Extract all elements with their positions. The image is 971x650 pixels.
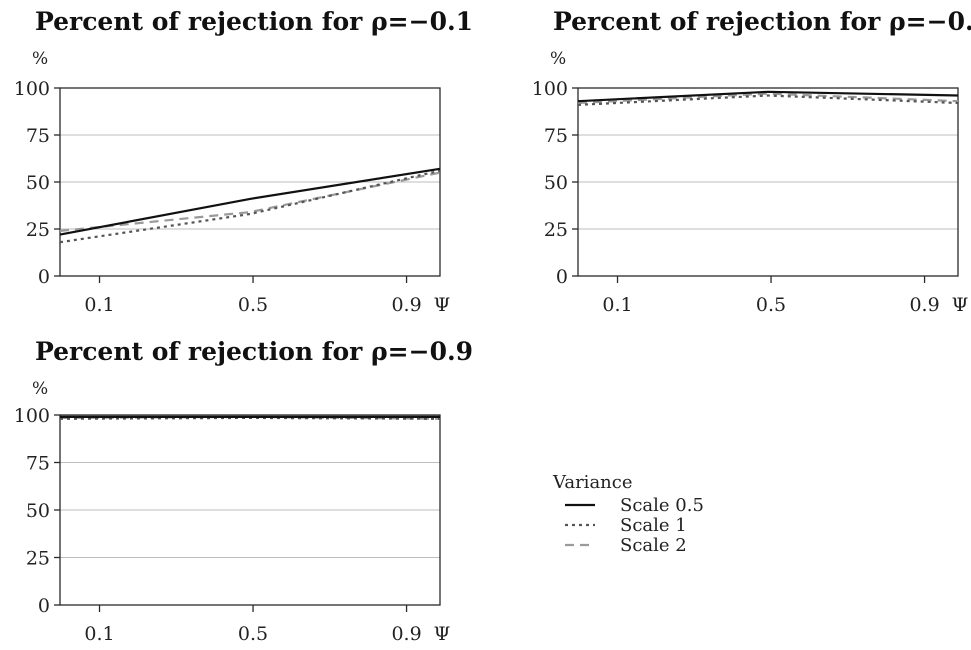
x-tick-label: 0.1 (84, 294, 114, 316)
x-tick-label: 0.9 (391, 623, 421, 645)
series-line-scale-1 (59, 416, 441, 420)
x-tick-label: 0.5 (238, 623, 268, 645)
y-tick-label: 0 (38, 266, 50, 288)
chart-title: Percent of rejection for ρ=−0.5 (553, 7, 971, 36)
y-tick-label: 75 (544, 125, 568, 147)
y-tick-label: 100 (14, 78, 50, 100)
x-axis-label: Ψ (434, 294, 451, 316)
legend-label: Scale 0.5 (620, 495, 704, 516)
x-tick-label: 0.5 (238, 294, 268, 316)
y-tick-label: 100 (532, 78, 568, 100)
y-unit-label: % (32, 49, 48, 69)
y-unit-label: % (550, 49, 566, 69)
series-line-scale-0-5 (577, 90, 959, 103)
series-line-scale-2 (59, 171, 441, 232)
y-tick-label: 50 (544, 172, 568, 194)
y-tick-label: 75 (26, 453, 50, 475)
chart-title: Percent of rejection for ρ=−0.9 (35, 337, 473, 366)
x-tick-label: 0.1 (602, 294, 632, 316)
x-tick-label: 0.9 (391, 294, 421, 316)
series-line-scale-1 (577, 94, 959, 106)
y-unit-label: % (32, 379, 48, 399)
x-axis-label: Ψ (952, 294, 969, 316)
y-tick-label: 100 (14, 405, 50, 427)
legend-label: Scale 2 (620, 535, 687, 556)
y-tick-label: 25 (26, 219, 50, 241)
x-tick-label: 0.9 (909, 294, 939, 316)
y-tick-label: 50 (26, 500, 50, 522)
y-tick-label: 25 (544, 219, 568, 241)
y-tick-label: 75 (26, 125, 50, 147)
series-line-scale-1 (59, 169, 441, 244)
chart-title: Percent of rejection for ρ=−0.1 (35, 7, 473, 36)
x-axis-label: Ψ (434, 623, 451, 645)
y-tick-label: 0 (38, 595, 50, 617)
series-line-scale-0-5 (59, 167, 441, 236)
x-tick-label: 0.5 (756, 294, 786, 316)
legend-title: Variance (552, 472, 633, 493)
y-tick-label: 50 (26, 172, 50, 194)
x-tick-label: 0.1 (84, 623, 114, 645)
y-tick-label: 0 (556, 266, 568, 288)
legend-label: Scale 1 (620, 515, 687, 536)
series-line-scale-2 (577, 92, 959, 105)
y-tick-label: 25 (26, 548, 50, 570)
